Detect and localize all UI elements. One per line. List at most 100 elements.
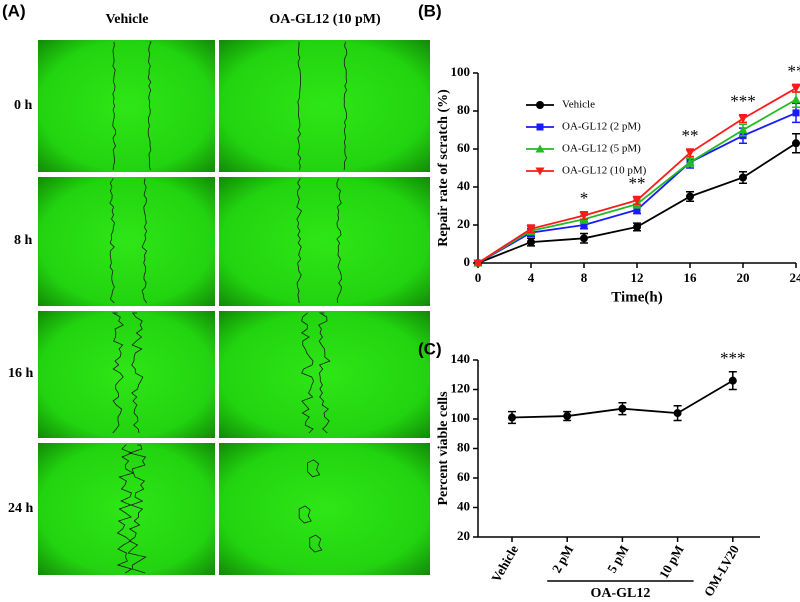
panel-label: (C) <box>418 339 442 358</box>
x-tick-label: 0 <box>475 270 482 285</box>
marker <box>633 222 641 231</box>
row-label: 0 h <box>14 98 33 113</box>
legend-label: OA-GL12 (10 pM) <box>562 165 647 177</box>
scratch-edge <box>116 444 135 574</box>
legend-marker <box>535 144 545 153</box>
marker <box>686 192 694 201</box>
scratch-edge <box>131 312 144 434</box>
scratch-edge <box>147 41 152 171</box>
x-tick-label: 2 pM <box>549 542 577 575</box>
scratch-edge <box>296 178 303 304</box>
marker <box>526 225 536 234</box>
panel-label: (A) <box>2 1 26 20</box>
y-tick-label: 20 <box>457 528 470 543</box>
micrograph <box>38 177 215 306</box>
x-tick-label: 16 <box>684 270 698 285</box>
marker <box>508 413 516 422</box>
significance: ** <box>629 173 646 192</box>
x-tick-label: 5 pM <box>604 542 632 575</box>
marker <box>739 173 747 182</box>
marker <box>792 139 800 148</box>
x-tick-label: 8 <box>581 270 588 285</box>
significance: * <box>580 189 589 208</box>
marker <box>579 212 589 220</box>
legend-label: OA-GL12 (2 pM) <box>562 121 641 133</box>
y-tick-label: 0 <box>464 254 471 269</box>
row-label: 8 h <box>14 233 33 248</box>
column-header: OA-GL12 (10 pM) <box>269 12 381 27</box>
marker <box>685 149 695 158</box>
x-tick-label: 24 <box>790 270 800 285</box>
micrograph <box>38 311 215 438</box>
panel-label: (B) <box>418 1 442 20</box>
scratch-edge <box>111 312 124 434</box>
marker <box>791 84 800 93</box>
scratch-edge <box>141 178 148 304</box>
marker <box>791 95 800 104</box>
x-tick-label: 12 <box>631 270 644 285</box>
scratch-edge <box>300 312 315 434</box>
marker <box>738 125 748 134</box>
marker <box>473 259 483 268</box>
scratch-edge <box>112 41 116 171</box>
y-tick-label: 20 <box>457 216 470 231</box>
y-tick-label: 60 <box>457 140 470 155</box>
scratch-edge <box>297 41 302 171</box>
scratch-edge <box>318 312 331 434</box>
y-tick-label: 40 <box>457 498 470 513</box>
micrograph <box>219 443 430 575</box>
y-axis-label: Repair rate of scratch (%) <box>436 89 451 247</box>
scratch-edge <box>127 444 147 574</box>
marker <box>580 221 588 229</box>
legend-marker <box>535 167 545 176</box>
micrograph <box>219 40 430 172</box>
legend-label: Vehicle <box>562 99 595 111</box>
marker <box>527 238 535 247</box>
significance: ** <box>788 61 800 80</box>
y-tick-label: 40 <box>457 178 470 193</box>
marker <box>563 412 572 421</box>
marker <box>633 206 641 214</box>
y-tick-label: 100 <box>451 64 471 79</box>
significance: ** <box>682 126 699 145</box>
y-tick-label: 100 <box>451 410 471 425</box>
y-tick-label: 140 <box>451 351 471 366</box>
x-tick-label: 4 <box>528 270 535 285</box>
column-header: Vehicle <box>105 12 148 27</box>
marker <box>673 409 682 418</box>
y-axis-label: Percent viable cells <box>436 391 451 506</box>
x-tick-label: 10 pM <box>656 542 687 580</box>
row-label: 24 h <box>8 501 34 516</box>
marker <box>618 404 627 413</box>
y-tick-label: 80 <box>457 102 470 117</box>
scratch-edge <box>109 178 115 304</box>
legend-marker <box>536 123 544 131</box>
marker <box>632 196 642 205</box>
x-tick-label: 20 <box>737 270 750 285</box>
scratch-edge <box>343 41 348 171</box>
significance: *** <box>720 349 746 368</box>
micrograph <box>219 311 430 438</box>
marker <box>738 115 748 124</box>
x-axis-label: Time(h) <box>611 289 662 305</box>
x-tick-label: Vehicle <box>488 542 521 584</box>
y-tick-label: 120 <box>451 380 471 395</box>
group-label: OA-GL12 <box>590 586 650 601</box>
scratch-island <box>309 534 323 553</box>
legend-marker <box>536 101 544 109</box>
y-tick-label: 60 <box>457 469 470 484</box>
micrograph <box>219 177 430 306</box>
scratch-edge <box>336 178 342 304</box>
marker <box>792 109 800 117</box>
significance: *** <box>730 92 756 111</box>
scratch-island <box>307 459 321 478</box>
row-label: 16 h <box>8 366 34 381</box>
legend-label: OA-GL12 (5 pM) <box>562 143 641 155</box>
y-tick-label: 80 <box>457 439 470 454</box>
marker <box>685 157 695 166</box>
micrograph <box>38 443 215 575</box>
marker <box>728 376 737 385</box>
x-tick-label: OM-LV20 <box>701 542 742 598</box>
